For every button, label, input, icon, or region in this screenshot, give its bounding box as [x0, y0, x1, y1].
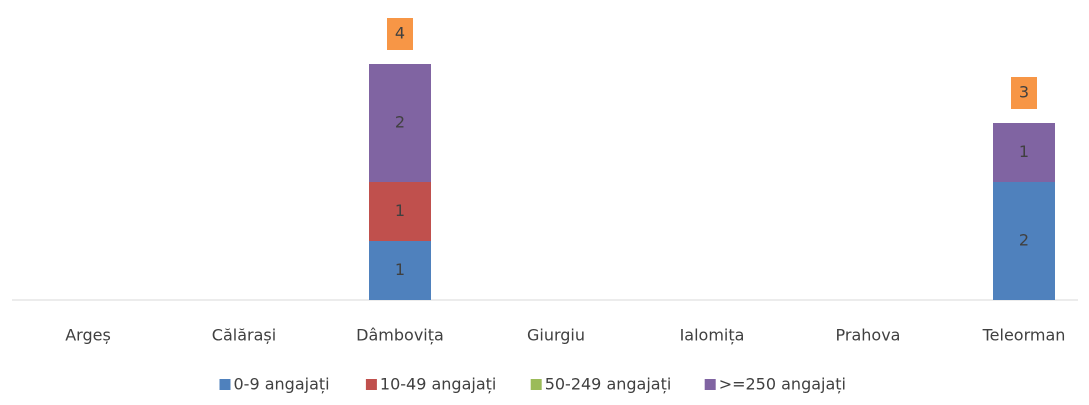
- x-tick-label: Giurgiu: [527, 326, 585, 345]
- legend-swatch: [219, 379, 231, 390]
- bar-segment: [369, 64, 431, 182]
- legend-label: >=250 angajați: [719, 375, 846, 394]
- x-tick-label: Teleorman: [982, 326, 1066, 345]
- legend-swatch: [530, 379, 542, 390]
- bar-segment: [369, 241, 431, 300]
- bar-segment: [369, 182, 431, 241]
- legend-swatch: [365, 379, 377, 390]
- legend-swatch: [704, 379, 716, 390]
- x-tick-label: Argeș: [65, 326, 111, 345]
- x-tick-label: Prahova: [836, 326, 901, 345]
- total-label-box: [387, 18, 413, 50]
- bar-segment: [993, 182, 1055, 300]
- x-tick-label: Ialomița: [680, 326, 745, 345]
- legend-label: 50-249 angajați: [545, 375, 672, 394]
- total-label: 4: [395, 24, 405, 43]
- total-label: 3: [1019, 83, 1029, 102]
- total-label-box: [1011, 77, 1037, 109]
- x-tick-label: Călărași: [212, 326, 276, 345]
- legend-label: 10-49 angajați: [380, 375, 496, 394]
- data-label: 1: [1019, 142, 1029, 161]
- data-label: 1: [395, 260, 405, 279]
- legend-label: 0-9 angajați: [234, 375, 330, 394]
- data-label: 2: [1019, 231, 1029, 250]
- data-label: 1: [395, 201, 405, 220]
- data-label: 2: [395, 113, 405, 132]
- bar-segment: [993, 123, 1055, 182]
- x-tick-label: Dâmbovița: [356, 326, 444, 345]
